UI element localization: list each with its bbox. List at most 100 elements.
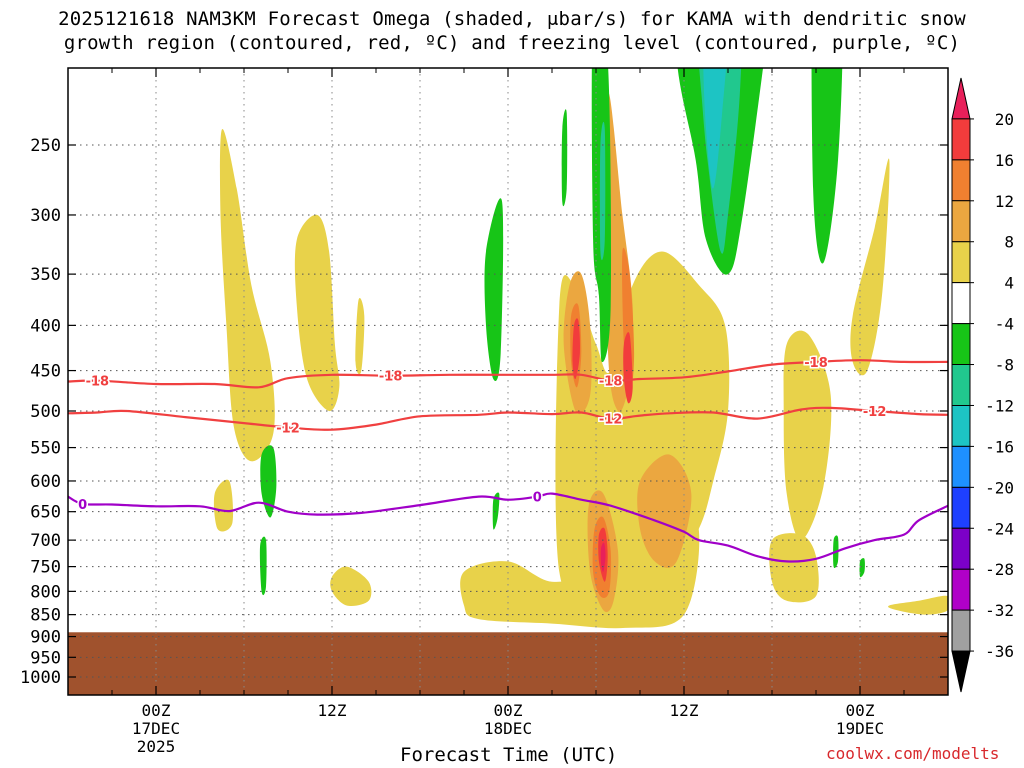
omega-region-19 [572, 318, 581, 380]
chart-title-line1: 2025121618 NAM3KM Forecast Omega (shaded… [58, 8, 966, 30]
colorbar-swatch-1 [951, 118, 971, 161]
y-tick-label-800: 800 [30, 582, 61, 602]
colorbar-swatch-10 [951, 486, 971, 529]
colorbar-swatch-13 [951, 609, 971, 652]
colorbar-label-9: -20 [985, 478, 1014, 497]
colorbar-swatch-6 [951, 323, 971, 366]
colorbar-label-1: 16 [995, 151, 1014, 170]
contour-label--18-3: -18 [804, 356, 828, 371]
omega-region-22 [260, 445, 277, 518]
colorbar-label-7: -12 [985, 396, 1014, 415]
omega-region-1 [294, 214, 340, 412]
colorbar-label-13: -36 [985, 642, 1014, 661]
omega-region-0 [219, 128, 275, 462]
y-tick-label-1000: 1000 [20, 668, 61, 688]
colorbar-swatch-5 [951, 282, 971, 325]
contour-label-0-0: 0 [78, 498, 87, 513]
colorbar-swatch-9 [951, 445, 971, 488]
colorbar-swatch-12 [951, 568, 971, 611]
omega-shading [213, 68, 948, 629]
colorbar-label-10: -24 [985, 519, 1014, 538]
omega-region-33 [599, 121, 606, 261]
colorbar-swatch-7 [951, 364, 971, 406]
colorbar-swatch-3 [951, 200, 971, 243]
x-tick-label-30-1: 18DEC [484, 719, 532, 738]
omega-region-21 [600, 542, 606, 572]
contour-label--12-0: -12 [276, 422, 300, 437]
x-tick-label-54-0: 00Z [846, 701, 875, 720]
colorbar-label-3: 8 [1004, 233, 1014, 252]
chart-title-line2: growth region (contoured, red, ºC) and f… [63, 32, 961, 54]
colorbar-label-0: 20 [995, 110, 1014, 129]
colorbar-swatch-14 [951, 650, 971, 693]
y-tick-label-450: 450 [30, 362, 61, 382]
omega-region-4 [330, 566, 372, 607]
x-tick-label-18-0: 12Z [318, 701, 347, 720]
y-tick-label-250: 250 [30, 136, 61, 156]
colorbar-label-4: 4 [1004, 274, 1014, 293]
omega-region-10 [888, 595, 948, 615]
credit-link[interactable]: coolwx.com/modelts [826, 744, 1000, 763]
omega-region-34 [703, 68, 727, 189]
contour-label--18-1: -18 [379, 370, 403, 385]
terrain-area [68, 632, 948, 695]
omega-region-29 [811, 68, 843, 264]
omega-region-18 [623, 332, 633, 404]
omega-region-23 [259, 536, 267, 596]
y-tick-label-600: 600 [30, 472, 61, 492]
x-tick-label-30-0: 00Z [494, 701, 523, 720]
colorbar-swatch-4 [951, 241, 971, 284]
gridlines [68, 68, 948, 695]
y-tick-label-300: 300 [30, 206, 61, 226]
omega-region-25 [492, 492, 500, 530]
colorbar-swatch-0 [951, 77, 971, 120]
colorbar-label-12: -32 [985, 601, 1014, 620]
omega-region-9 [769, 533, 819, 603]
omega-region-7 [783, 330, 832, 541]
omega-region-24 [484, 198, 504, 382]
x-tick-label-6-1: 17DEC [132, 719, 180, 738]
x-axis-label: Forecast Time (UTC) [400, 744, 618, 766]
omega-region-26 [561, 109, 568, 207]
omega-region-6 [460, 500, 700, 629]
colorbar-label-5: -4 [995, 315, 1014, 334]
y-tick-label-750: 750 [30, 558, 61, 578]
omega-region-8 [850, 158, 890, 376]
contour-lines: -18 -18 -18 -18 -12 -12 -12 0 0 [68, 354, 948, 563]
colorbar-label-6: -8 [995, 356, 1014, 375]
omega-region-3 [355, 298, 365, 375]
terrain-fill [68, 632, 948, 695]
contour-line--18 [68, 359, 948, 389]
y-tick-label-700: 700 [30, 531, 61, 551]
contour-label--18-2: -18 [599, 375, 623, 390]
x-tick-label-6-0: 00Z [142, 701, 171, 720]
omega-region-2 [213, 479, 234, 532]
x-tick-label-6-2: 2025 [137, 737, 176, 756]
x-tick-label-54-1: 19DEC [836, 719, 884, 738]
contour-label--12-1: -12 [599, 413, 623, 428]
axis-ticks: 2503003504004505005506006507007508008509… [20, 68, 949, 756]
colorbar: 20 16 12 8 4 -4 -8 -12 -16 -20 -24 -28 -32 -36 [951, 77, 1014, 693]
y-tick-label-950: 950 [30, 648, 61, 668]
y-tick-label-500: 500 [30, 402, 61, 422]
y-tick-label-350: 350 [30, 265, 61, 285]
y-tick-label-850: 850 [30, 606, 61, 626]
y-tick-label-400: 400 [30, 316, 61, 336]
colorbar-swatch-11 [951, 527, 971, 570]
contour-label-0-1: 0 [533, 491, 542, 506]
omega-region-13 [637, 454, 692, 568]
y-tick-label-550: 550 [30, 439, 61, 459]
contour-label--18-0: -18 [86, 375, 110, 390]
x-tick-label-42-0: 12Z [670, 701, 699, 720]
y-tick-label-650: 650 [30, 503, 61, 523]
y-tick-label-900: 900 [30, 628, 61, 648]
colorbar-swatch-2 [951, 159, 971, 202]
contour-line-0 [68, 492, 948, 563]
colorbar-label-2: 12 [995, 192, 1014, 211]
colorbar-swatch-8 [951, 404, 971, 447]
contour-label--12-2: -12 [863, 405, 887, 420]
omega-region-31 [859, 558, 865, 578]
contour-line--12 [68, 406, 948, 431]
colorbar-label-8: -16 [985, 437, 1014, 456]
colorbar-label-11: -28 [985, 560, 1014, 579]
